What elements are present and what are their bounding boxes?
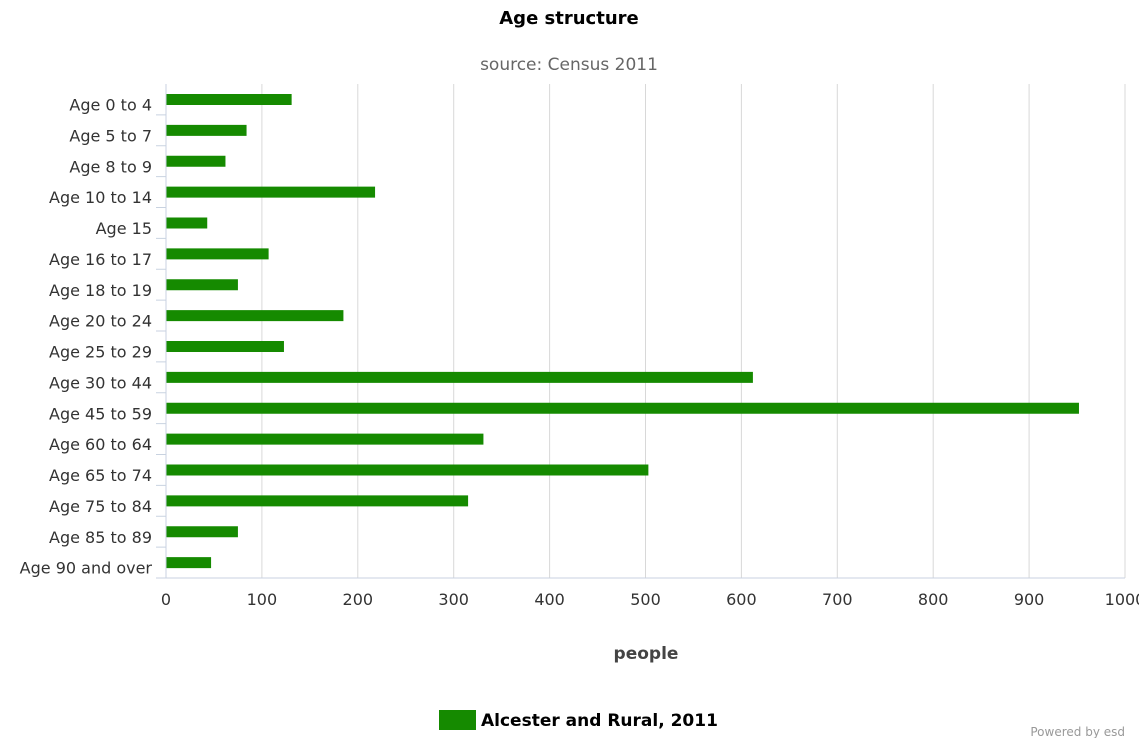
y-tick-label: Age 25 to 29 [49, 343, 152, 362]
y-tick-label: Age 16 to 17 [49, 250, 152, 269]
y-tick-label: Age 90 and over [20, 559, 153, 578]
y-tick-label: Age 60 to 64 [49, 435, 152, 454]
bar[interactable] [166, 341, 284, 352]
bar[interactable] [166, 279, 238, 291]
x-tick-label: 100 [247, 590, 278, 609]
y-axis-layer: Age 0 to 4 Age 5 to 7 Age 8 to 9 Age 10 to … [20, 84, 167, 579]
y-tick-label: Age 18 to 19 [49, 281, 152, 300]
grid-layer [261, 84, 1126, 578]
y-tick-label: Age 30 to 44 [49, 373, 152, 392]
y-tick-label: Age 20 to 24 [49, 312, 152, 331]
bar[interactable] [166, 433, 484, 445]
x-tick-label: 300 [438, 590, 469, 609]
y-tick-label: Age 65 to 74 [49, 466, 152, 485]
chart-title: Age structure [499, 8, 638, 29]
y-tick-label: Age 15 [96, 219, 152, 238]
bar[interactable] [166, 557, 212, 569]
bar[interactable] [166, 217, 208, 229]
bar[interactable] [166, 124, 247, 136]
y-tick-label: Age 75 to 84 [49, 497, 152, 516]
y-tick-label: Age 85 to 89 [49, 528, 152, 547]
bar[interactable] [166, 186, 376, 198]
credits-link[interactable]: Powered by esd [1030, 725, 1125, 738]
x-tick-label: 400 [534, 590, 565, 609]
x-tick-label: 800 [918, 590, 949, 609]
bar[interactable] [166, 495, 469, 507]
y-tick-label: Age 45 to 59 [49, 404, 152, 423]
x-tick-label: 600 [726, 590, 757, 609]
y-tick-label: Age 10 to 14 [49, 188, 152, 207]
bar[interactable] [166, 310, 344, 322]
bar[interactable] [166, 526, 238, 538]
x-tick-label: 200 [343, 590, 374, 609]
x-tick-label: 500 [630, 590, 661, 609]
bar[interactable] [166, 371, 753, 383]
legend-swatch [439, 710, 476, 730]
legend-label: Alcester and Rural, 2011 [481, 711, 718, 731]
x-tick-label: 1000 [1105, 590, 1139, 609]
bar[interactable] [166, 248, 269, 260]
x-axis-layer: 0 100 200 300 400 500 600 700 800 900 1000 [161, 577, 1139, 609]
legend[interactable]: Alcester and Rural, 2011 [439, 710, 718, 731]
x-tick-label: 0 [161, 590, 171, 609]
y-tick-label: Age 0 to 4 [69, 96, 152, 115]
chart-subtitle: source: Census 2011 [480, 55, 658, 75]
x-tick-label: 900 [1014, 590, 1045, 609]
bar[interactable] [166, 94, 292, 105]
bars-layer [166, 94, 1079, 569]
bar[interactable] [166, 464, 649, 476]
y-tick-label: Age 5 to 7 [69, 126, 152, 145]
bar[interactable] [166, 402, 1079, 414]
x-tick-label: 700 [822, 590, 853, 609]
bar[interactable] [166, 155, 226, 167]
x-axis-title: people [614, 644, 679, 664]
y-tick-label: Age 8 to 9 [69, 157, 152, 176]
